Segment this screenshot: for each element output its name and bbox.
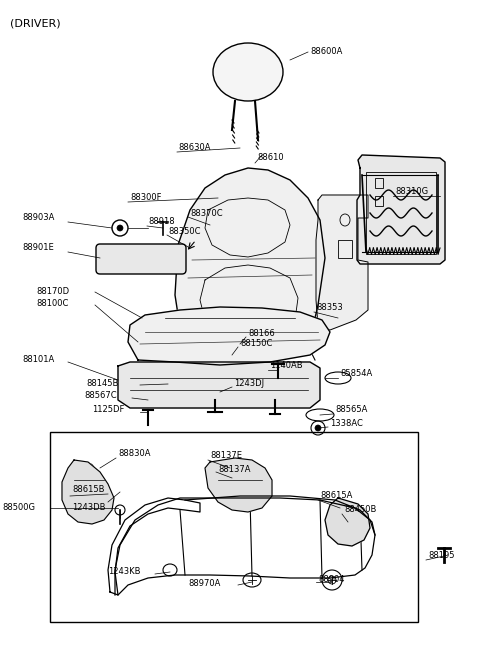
Text: 88300F: 88300F (130, 193, 161, 202)
Text: 88901E: 88901E (22, 244, 54, 252)
FancyBboxPatch shape (96, 244, 186, 274)
Text: 88370C: 88370C (190, 208, 223, 217)
Text: (DRIVER): (DRIVER) (10, 18, 60, 28)
Text: 88904: 88904 (318, 574, 345, 584)
Text: 88610: 88610 (257, 153, 284, 162)
Text: 88137A: 88137A (218, 464, 251, 474)
Polygon shape (205, 458, 272, 512)
Text: 1140AB: 1140AB (270, 362, 302, 371)
Text: 88101A: 88101A (22, 356, 54, 364)
Ellipse shape (206, 311, 224, 319)
Text: 88100C: 88100C (36, 299, 68, 307)
Text: 88918: 88918 (148, 217, 175, 227)
Text: 1243KB: 1243KB (108, 567, 141, 576)
Polygon shape (175, 168, 325, 362)
Text: 1125DF: 1125DF (92, 405, 124, 415)
Text: 1243DJ: 1243DJ (234, 379, 264, 388)
Text: 85854A: 85854A (340, 369, 372, 379)
Polygon shape (357, 155, 445, 264)
Text: 1243DB: 1243DB (72, 504, 106, 512)
Circle shape (343, 517, 353, 527)
Text: 88903A: 88903A (22, 214, 54, 223)
Text: 88567C: 88567C (84, 392, 117, 400)
Circle shape (117, 225, 123, 231)
Bar (50, 432, 418, 622)
Text: 88630A: 88630A (178, 143, 211, 153)
Text: 88150C: 88150C (240, 339, 272, 348)
Polygon shape (316, 195, 368, 330)
Ellipse shape (213, 43, 283, 101)
Text: 88195: 88195 (428, 550, 455, 559)
Text: 88310G: 88310G (395, 187, 428, 196)
Text: 88830A: 88830A (118, 449, 151, 458)
Text: 88137E: 88137E (210, 451, 242, 460)
Bar (375, 196, 383, 206)
Bar (338, 240, 352, 258)
Text: 88500G: 88500G (2, 504, 35, 512)
Bar (375, 178, 383, 188)
Text: 88353: 88353 (316, 303, 343, 312)
Text: 88166: 88166 (248, 329, 275, 337)
Polygon shape (128, 307, 330, 365)
Polygon shape (118, 362, 320, 408)
Polygon shape (325, 498, 370, 546)
Text: 88145B: 88145B (86, 379, 119, 388)
Text: 88170D: 88170D (36, 288, 69, 297)
Circle shape (315, 425, 321, 431)
Text: 88615A: 88615A (320, 491, 352, 500)
Polygon shape (62, 460, 114, 524)
Bar (366, 172, 436, 254)
Text: 88450B: 88450B (344, 506, 376, 514)
Text: 1338AC: 1338AC (330, 419, 363, 428)
Text: 88970A: 88970A (188, 578, 220, 588)
Text: 88565A: 88565A (335, 405, 367, 415)
Text: 88350C: 88350C (168, 227, 201, 236)
Text: 88615B: 88615B (72, 485, 105, 495)
Text: 88600A: 88600A (310, 48, 342, 56)
